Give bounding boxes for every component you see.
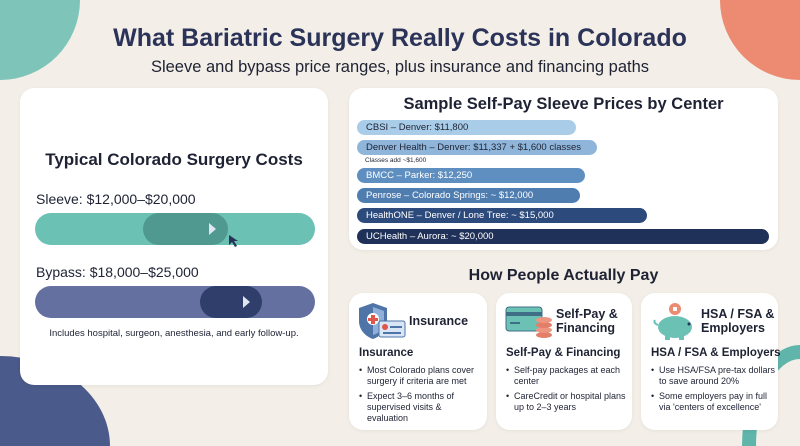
typical-costs-card: Typical Colorado Surgery Costs Sleeve: $…: [20, 88, 328, 385]
chart-bar-label: CBSI – Denver: $11,800: [366, 122, 469, 133]
self-pay-prices-card: Sample Self-Pay Sleeve Prices by Center …: [349, 88, 778, 250]
bullet: Expect 3–6 months of supervised visits &…: [359, 391, 485, 424]
chart-title: Sample Self-Pay Sleeve Prices by Center: [403, 95, 724, 113]
page-subtitle: Sleeve and bypass price ranges, plus ins…: [150, 58, 650, 76]
pay-card-insurance: Insurance Insurance Most Colorado plans …: [349, 293, 487, 430]
chart-bar: UCHealth – Aurora: ~ $20,000: [357, 229, 769, 244]
pay-card-title: Self-Pay & Financing: [556, 307, 618, 335]
pay-card-subtitle: HSA / FSA & Employers: [651, 347, 781, 359]
pay-card-title: HSA / FSA & Employers: [701, 307, 775, 335]
chart-bar-label: Denver Health – Denver: $11,337 + $1,600…: [366, 142, 582, 153]
chart-bar-label: HealthONE – Denver / Lone Tree: ~ $15,00…: [366, 210, 554, 221]
sleeve-label: Sleeve: $12,000–$20,000: [36, 191, 196, 207]
costs-title: Typical Colorado Surgery Costs: [45, 150, 303, 169]
chart-bar: HealthONE – Denver / Lone Tree: ~ $15,00…: [357, 208, 647, 223]
pay-card-subtitle: Self-Pay & Financing: [506, 347, 621, 359]
sleeve-range-thumb[interactable]: [143, 213, 228, 245]
chart-bar: Denver Health – Denver: $11,337 + $1,600…: [357, 140, 597, 155]
bullet: Use HSA/FSA pre-tax dollars to save arou…: [651, 365, 777, 387]
bullet: Most Colorado plans cover surgery if cri…: [359, 365, 485, 387]
chart-bar: Penrose – Colorado Springs: ~ $12,000: [357, 188, 580, 203]
sleeve-range-slider[interactable]: [35, 213, 315, 245]
bullet: CareCredit or hospital plans up to 2–3 y…: [506, 391, 632, 413]
bypass-range-slider[interactable]: [35, 286, 315, 318]
bullet: Some employers pay in full via 'centers …: [651, 391, 777, 413]
costs-note: Includes hospital, surgeon, anesthesia, …: [49, 328, 299, 339]
play-arrow-icon: [243, 296, 250, 308]
bypass-label: Bypass: $18,000–$25,000: [36, 264, 199, 280]
pay-section-title: How People Actually Pay: [468, 267, 659, 284]
pay-card-self-pay: Self-Pay & Financing Self-Pay & Financin…: [496, 293, 632, 430]
chart-bar-label: Penrose – Colorado Springs: ~ $12,000: [366, 190, 534, 201]
chart-bar: CBSI – Denver: $11,800: [357, 120, 576, 135]
bullet: Self-pay packages at each center: [506, 365, 632, 387]
chart-bar: BMCC – Parker: $12,250: [357, 168, 585, 183]
pay-card-title: Insurance: [409, 314, 469, 328]
shield-insurance-card-icon: [359, 303, 406, 339]
pay-card-subtitle: Insurance: [359, 347, 414, 359]
chart-annotation: Classes add ~$1,600: [365, 157, 427, 164]
piggy-bank-icon: [653, 303, 692, 340]
credit-card-coins-icon: [505, 306, 552, 338]
mouse-cursor-icon: [229, 235, 238, 247]
pay-card-hsa: HSA / FSA & Employers HSA / FSA & Employ…: [641, 293, 781, 430]
chart-bar-label: UCHealth – Aurora: ~ $20,000: [366, 231, 494, 242]
page-title: What Bariatric Surgery Really Costs in C…: [113, 24, 687, 52]
play-arrow-icon: [209, 223, 216, 235]
bypass-range-thumb[interactable]: [200, 286, 262, 318]
chart-bar-label: BMCC – Parker: $12,250: [366, 170, 473, 181]
